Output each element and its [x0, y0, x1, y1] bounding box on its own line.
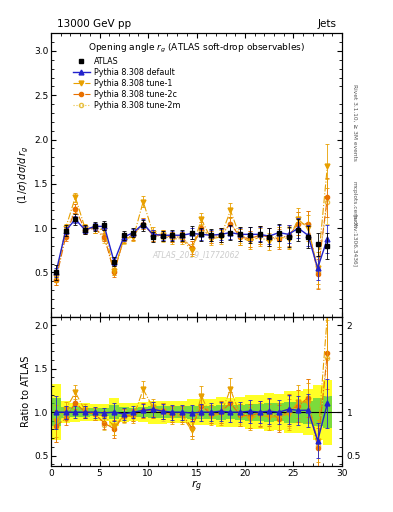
- Text: mcplots.cern.ch: mcplots.cern.ch: [352, 181, 357, 228]
- Text: Opening angle $r_g$ (ATLAS soft-drop observables): Opening angle $r_g$ (ATLAS soft-drop obs…: [88, 42, 305, 55]
- Text: ATLAS_2019_I1772062: ATLAS_2019_I1772062: [153, 250, 240, 259]
- Y-axis label: $(1/\sigma)\,d\sigma/d\,r_g$: $(1/\sigma)\,d\sigma/d\,r_g$: [17, 146, 31, 204]
- Text: [arXiv:1306.3436]: [arXiv:1306.3436]: [352, 214, 357, 267]
- Text: 13000 GeV pp: 13000 GeV pp: [57, 19, 131, 29]
- Legend: ATLAS, Pythia 8.308 default, Pythia 8.308 tune-1, Pythia 8.308 tune-2c, Pythia 8: ATLAS, Pythia 8.308 default, Pythia 8.30…: [73, 57, 180, 110]
- X-axis label: $r_g$: $r_g$: [191, 479, 202, 495]
- Text: Jets: Jets: [317, 19, 336, 29]
- Y-axis label: Ratio to ATLAS: Ratio to ATLAS: [21, 356, 31, 427]
- Text: Rivet 3.1.10, ≥ 3M events: Rivet 3.1.10, ≥ 3M events: [352, 84, 357, 161]
